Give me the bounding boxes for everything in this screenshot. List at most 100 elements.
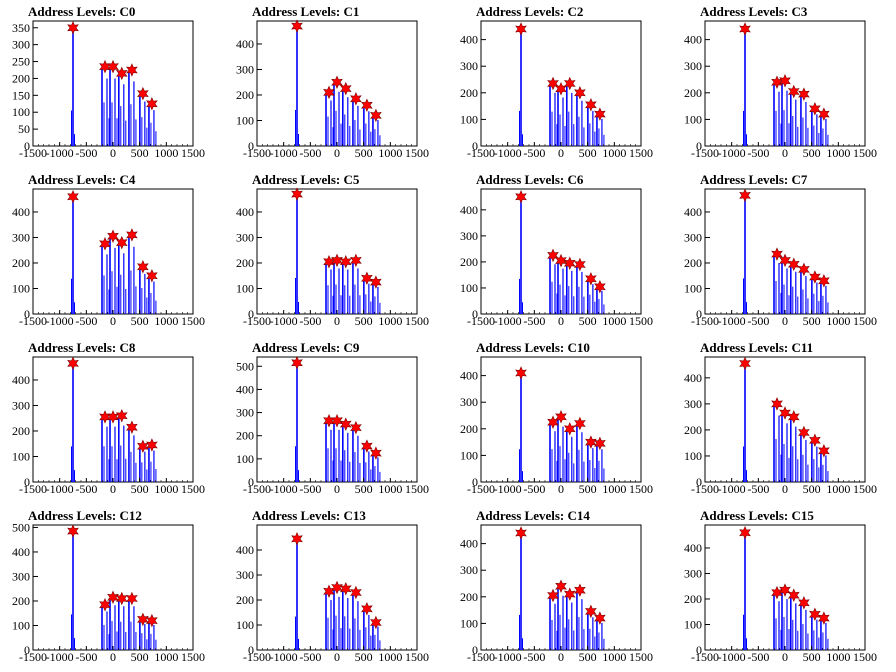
peak-marker [339,582,352,596]
peak-marker [787,84,800,99]
histogram-bin-group [549,423,558,482]
x-tick-label: -1000 [494,146,522,160]
histogram-bin-group [811,441,820,482]
histogram-bin-group [148,621,157,650]
x-tick-label: -1000 [718,650,746,664]
histogram-bin-group [139,447,148,482]
histogram-bin-group [352,594,361,650]
y-tick-label: 50 [18,122,30,136]
histogram-bin-group [566,264,575,314]
histogram-bin-group [372,453,381,482]
histogram-bin-group [820,619,829,650]
histogram-bin-group [790,418,799,482]
peak-marker [798,596,810,610]
peak-marker [67,524,79,538]
histogram-bin-group [820,281,829,314]
peak-marker [115,66,128,81]
plot-frame [480,188,642,315]
histogram-bin-group [519,32,523,146]
histogram-bin-group [295,542,299,650]
x-tick-label: 0 [558,146,564,160]
x-tick-label: 1500 [853,146,877,160]
x-tick-label: -500 [747,482,769,496]
histogram-bin-group [557,588,566,650]
peak-marker [137,260,149,274]
histogram-bin-group [549,85,558,146]
histogram-bin-group [71,534,75,650]
y-tick-label: 100 [460,281,478,295]
x-tick-label: -1000 [270,482,298,496]
y-tick-label: 0 [248,139,254,153]
y-tick-label: 200 [12,594,30,608]
y-tick-label: 100 [684,281,702,295]
y-tick-label: 400 [684,541,702,555]
x-tick-label: 500 [579,146,597,160]
histogram-bin-group [363,609,372,650]
y-tick-label: 400 [12,373,30,387]
histogram-bin-group [101,606,110,650]
y-tick-label: 400 [684,33,702,47]
histogram-bin-group [781,82,790,146]
peak-marker [818,444,830,458]
histogram-bin-group [790,596,799,650]
peak-marker [574,86,586,100]
y-tick-label: 300 [684,59,702,73]
x-tick-label: 500 [131,482,149,496]
y-tick-label: 300 [12,230,30,244]
x-tick-label: -500 [747,650,769,664]
histogram-bin-group [128,600,137,650]
x-tick-label: 500 [355,650,373,664]
x-tick-label: -1500 [243,314,271,328]
histogram-panel: -1500 -1000 -500 0 500 1000 1500 0 100 200 300 400 A… [672,504,896,672]
histogram-bin-group [549,257,558,314]
peak-marker [585,98,597,112]
x-tick-label: -1500 [691,650,719,664]
histogram-bin-group [333,422,342,482]
histogram-bin-group [519,536,523,650]
peak-marker [331,253,343,268]
peak-marker [350,92,362,106]
peak-marker [370,446,382,460]
y-tick-label: 200 [684,86,702,100]
y-tick-label: 200 [12,424,30,438]
y-tick-label: 0 [472,307,478,321]
histogram-plot: -1500-1000 -500 0 500 1000 1500 0 50 100 150 200 25… [12,20,205,160]
peak-marker [779,406,791,420]
x-tick-label: 0 [110,146,116,160]
peak-marker [739,356,751,371]
y-tick-label: 100 [236,281,254,295]
peak-marker [547,588,559,603]
peak-marker [594,436,606,451]
peak-marker [137,612,149,627]
x-tick-label: 1500 [405,650,429,664]
x-tick-label: 500 [355,146,373,160]
peak-marker [361,602,373,616]
peak-marker [787,588,800,602]
histogram-bin-group [820,115,829,146]
histogram-panel: -1500 -1000 -500 0 500 1000 1500 0 100 200 300 400 A… [0,336,224,504]
histogram-bin-group [743,32,747,146]
histogram-bin-group [118,600,127,650]
peak-marker [809,270,821,284]
histogram-bin-group [587,279,596,314]
x-tick-label: 1000 [826,314,850,328]
x-tick-label: -500 [747,314,769,328]
y-tick-label: 200 [12,71,30,85]
histogram-bin-group [118,417,127,482]
x-tick-label: -1500 [691,482,719,496]
peak-marker [339,81,352,96]
y-tick-label: 300 [236,62,254,76]
histogram-bin-group [118,75,127,146]
histogram-bin-group [295,366,299,482]
peak-marker [818,611,830,625]
y-tick-label: 300 [12,398,30,412]
peak-marker [291,187,303,201]
histogram-panel: -1500 -1000 -500 0 500 1000 1500 0 100 200 300 400 A… [224,504,448,672]
x-tick-label: 500 [803,650,821,664]
y-tick-label: 300 [460,229,478,243]
peak-marker [787,257,800,272]
histogram-bin-group [820,451,829,482]
y-tick-label: 300 [460,563,478,577]
x-tick-label: 500 [355,482,373,496]
histogram-bin-group [342,90,351,146]
